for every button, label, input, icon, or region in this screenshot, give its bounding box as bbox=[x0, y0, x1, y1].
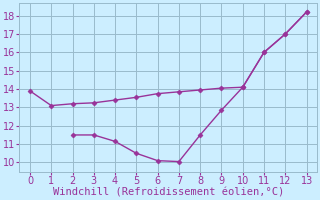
X-axis label: Windchill (Refroidissement éolien,°C): Windchill (Refroidissement éolien,°C) bbox=[53, 187, 284, 197]
